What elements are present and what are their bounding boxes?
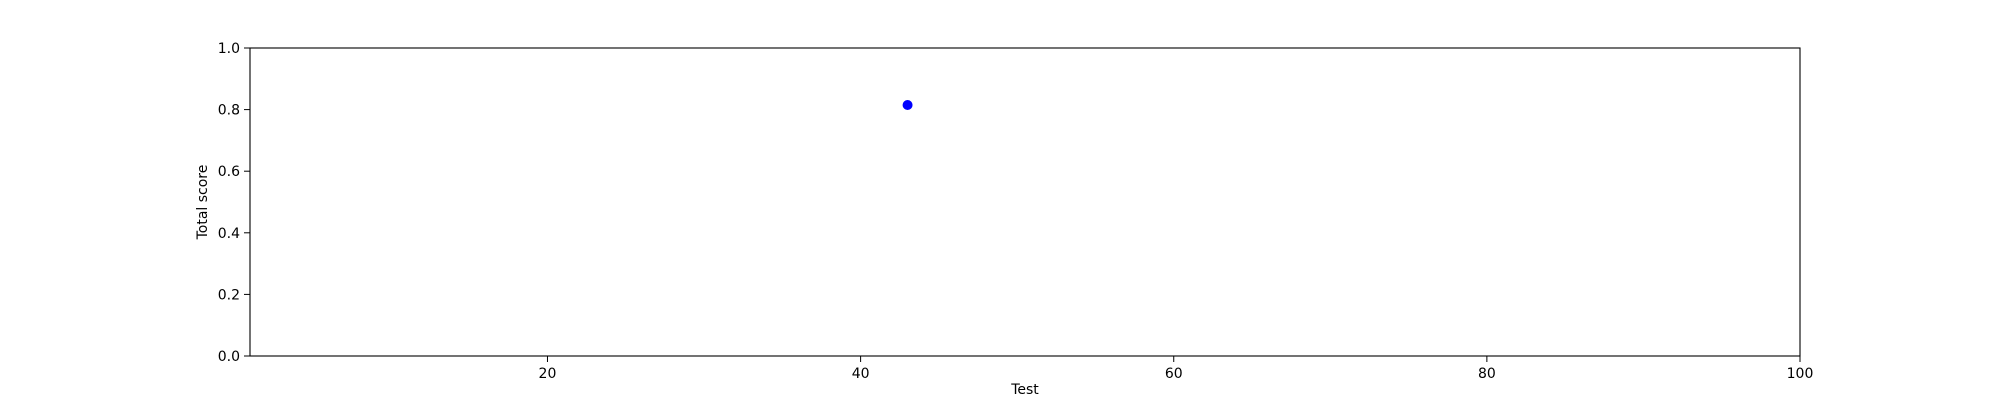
y-tick-label: 0.0: [218, 349, 240, 365]
y-tick-label: 0.8: [218, 103, 240, 119]
y-tick-label: 0.6: [218, 164, 240, 180]
y-axis-label: Total score: [195, 165, 211, 241]
x-tick-label: 20: [539, 366, 557, 382]
x-tick-label: 60: [1165, 366, 1183, 382]
y-axis: 0.0 0.2 0.4 0.6 0.8 1.0: [218, 41, 250, 365]
y-tick-label: 0.2: [218, 287, 240, 303]
x-axis: 20 40 60 80 100: [539, 356, 1814, 382]
plot-area: [249, 47, 1801, 357]
y-tick-label: 0.4: [218, 226, 240, 242]
plot-frame: [249, 47, 1801, 357]
x-tick-label: 80: [1478, 366, 1496, 382]
y-tick-label: 1.0: [218, 41, 240, 57]
x-tick-label: 100: [1787, 366, 1814, 382]
x-axis-label: Test: [1010, 382, 1039, 398]
x-tick-label: 40: [852, 366, 870, 382]
data-points: [902, 99, 913, 110]
scatter-point: [902, 99, 913, 110]
